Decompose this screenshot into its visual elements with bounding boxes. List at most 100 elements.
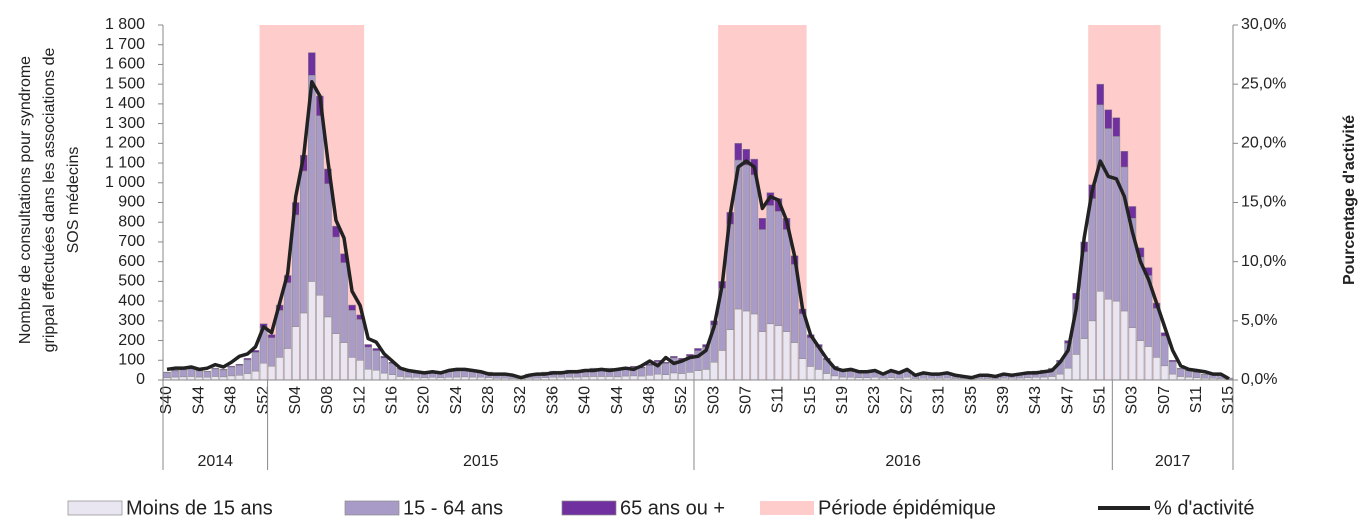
year-label: 2014 bbox=[197, 453, 233, 470]
bar-segment bbox=[1104, 109, 1113, 129]
y-tick-label: 1 600 bbox=[105, 56, 145, 73]
legend-label: Période épidémique bbox=[818, 497, 996, 519]
y-axis-title: SOS médecins bbox=[65, 147, 82, 254]
bar-segment bbox=[300, 312, 308, 381]
bar-segment bbox=[227, 366, 236, 377]
bar-segment bbox=[662, 363, 670, 375]
y2-tick-label: 10,0% bbox=[1241, 253, 1286, 270]
legend-item: 15 - 64 ans bbox=[344, 497, 503, 519]
bar-segment bbox=[179, 369, 187, 378]
bar-segment bbox=[308, 52, 316, 76]
legend-label: 65 ans ou + bbox=[620, 497, 725, 519]
legend-item: Période épidémique bbox=[760, 497, 996, 519]
legend-item: 65 ans ou + bbox=[561, 497, 725, 519]
bar-segment bbox=[734, 143, 742, 161]
bar-segment bbox=[163, 372, 171, 378]
x-tick-label: S07 bbox=[1156, 386, 1173, 415]
bar-segment bbox=[211, 368, 220, 377]
bar-segment bbox=[1201, 374, 1209, 379]
bar-segment bbox=[283, 282, 292, 349]
y-tick-label: 1 000 bbox=[105, 174, 145, 191]
bar-segment bbox=[1096, 83, 1105, 106]
x-tick-label: S12 bbox=[351, 386, 368, 415]
bar-segment bbox=[718, 350, 726, 381]
bar-segment bbox=[364, 344, 372, 348]
bar-segment bbox=[235, 375, 244, 381]
bar-segment bbox=[750, 313, 759, 381]
bar-segment bbox=[806, 337, 815, 367]
y-axis-title: Nombre de consultations pour syndrome bbox=[17, 56, 34, 344]
x-tick-label: S11 bbox=[770, 386, 787, 413]
x-tick-label: S31 bbox=[931, 386, 948, 415]
legend-item: % d'activité bbox=[1098, 497, 1255, 519]
x-tick-label: S28 bbox=[480, 386, 497, 415]
bar-segment bbox=[1104, 298, 1113, 381]
bar-segment bbox=[766, 205, 775, 325]
bar-segment bbox=[766, 323, 775, 381]
bar-segment bbox=[1193, 372, 1201, 378]
bar-segment bbox=[235, 365, 244, 376]
bar-segment bbox=[589, 376, 598, 381]
bar-segment bbox=[662, 374, 670, 381]
bar-segment bbox=[235, 363, 244, 366]
bar-segment bbox=[203, 370, 212, 372]
y-tick-label: 200 bbox=[118, 332, 145, 349]
bar-segment bbox=[1064, 367, 1072, 381]
bar-segment bbox=[380, 357, 389, 374]
bar-segment bbox=[774, 325, 783, 381]
x-tick-label: S23 bbox=[866, 386, 883, 415]
x-tick-label: S04 bbox=[287, 386, 304, 415]
x-tick-label: S15 bbox=[802, 386, 819, 415]
bar-segment bbox=[670, 372, 678, 381]
bar-segment bbox=[1088, 198, 1096, 322]
bar-segment bbox=[171, 370, 179, 378]
bar-segment bbox=[267, 334, 276, 339]
bar-segment bbox=[324, 316, 332, 381]
bar-segment bbox=[267, 365, 276, 381]
bar-segment bbox=[211, 376, 220, 381]
y-tick-label: 700 bbox=[118, 233, 145, 250]
bar-segment bbox=[1176, 376, 1185, 381]
bar-segment bbox=[243, 373, 252, 381]
x-tick-label: S48 bbox=[641, 386, 658, 415]
bar-segment bbox=[710, 362, 718, 381]
bar-segment bbox=[356, 360, 364, 381]
bar-segment bbox=[340, 342, 348, 381]
bar-segment bbox=[364, 346, 372, 370]
bar-segment bbox=[678, 373, 686, 381]
y-tick-label: 1 200 bbox=[105, 135, 145, 152]
bar-segment bbox=[774, 211, 783, 327]
bar-segment bbox=[1136, 340, 1145, 381]
bar-segment bbox=[734, 308, 742, 381]
bar-segment bbox=[1112, 136, 1121, 302]
y-tick-label: 300 bbox=[118, 312, 145, 329]
bar-segment bbox=[1120, 150, 1129, 168]
x-tick-label: S16 bbox=[384, 386, 401, 415]
bar-segment bbox=[243, 359, 252, 374]
x-tick-label: S40 bbox=[158, 386, 175, 415]
bar-segment bbox=[1168, 361, 1177, 375]
x-tick-label: S32 bbox=[512, 386, 529, 415]
bar-segment bbox=[171, 369, 179, 372]
bar-segment bbox=[324, 183, 332, 318]
bar-segment bbox=[275, 357, 284, 381]
y-tick-label: 500 bbox=[118, 273, 145, 290]
bar-segment bbox=[702, 369, 710, 381]
activity-line bbox=[166, 80, 1230, 381]
x-tick-label: S27 bbox=[898, 386, 915, 415]
x-tick-label: S35 bbox=[963, 386, 980, 415]
bar-segment bbox=[782, 331, 791, 381]
bar-segment bbox=[1120, 310, 1129, 381]
y-tick-label: 800 bbox=[118, 213, 145, 230]
bar-segment bbox=[308, 281, 316, 381]
y-tick-label: 1 100 bbox=[105, 154, 145, 171]
bar-segment bbox=[372, 369, 380, 381]
bar-segment bbox=[1168, 360, 1177, 362]
x-tick-label: S52 bbox=[255, 386, 272, 415]
bar-segment bbox=[1160, 365, 1169, 381]
bar-segment bbox=[364, 368, 372, 381]
bar-segment bbox=[1112, 300, 1121, 381]
bar-segment bbox=[654, 373, 662, 381]
bar-segment bbox=[1152, 357, 1161, 381]
x-tick-label: S47 bbox=[1059, 386, 1076, 415]
